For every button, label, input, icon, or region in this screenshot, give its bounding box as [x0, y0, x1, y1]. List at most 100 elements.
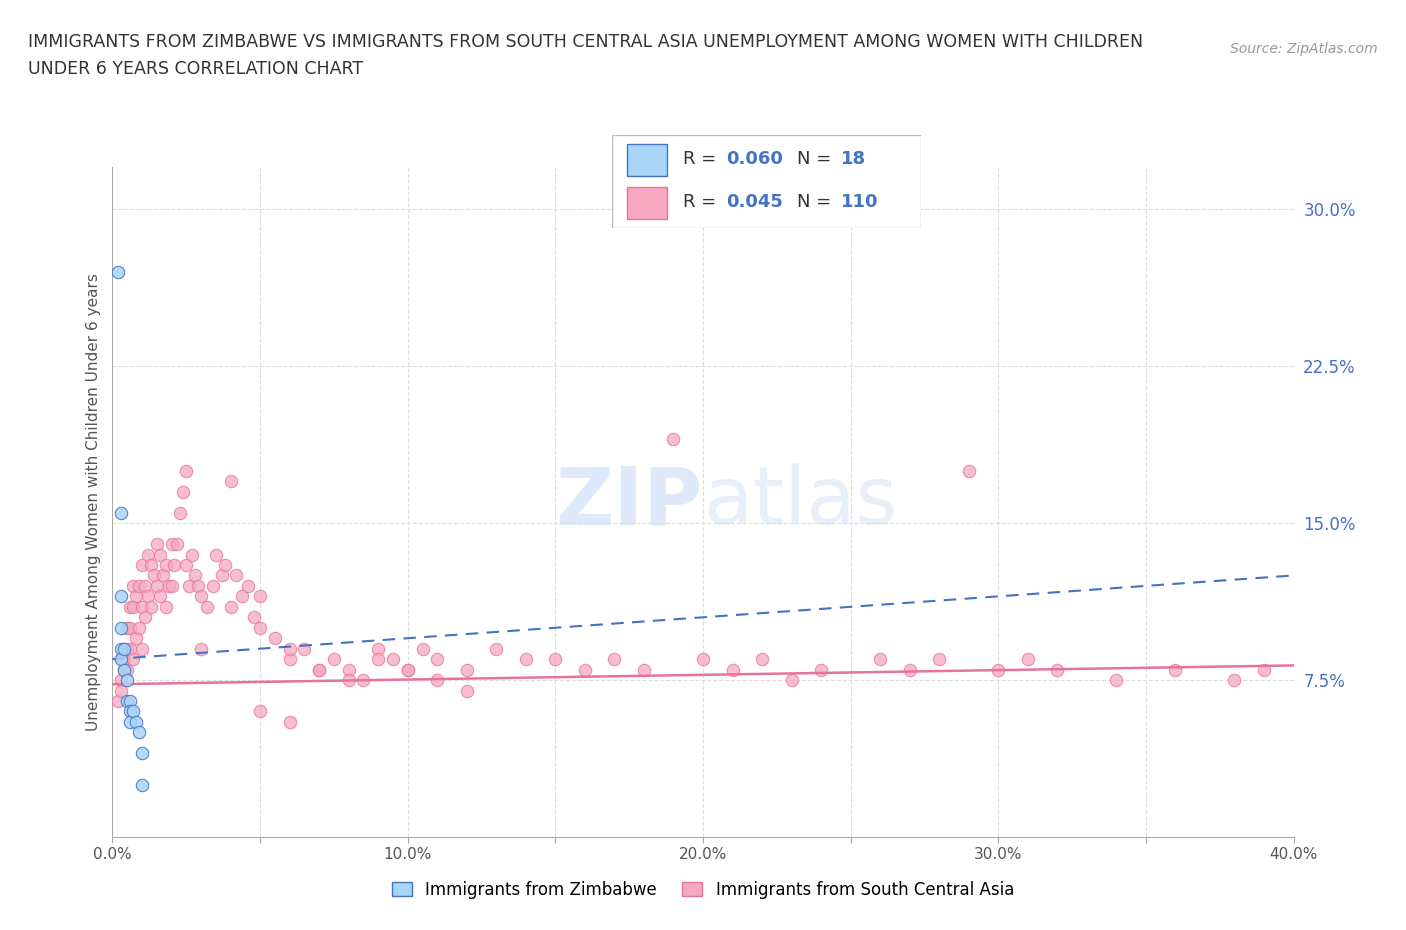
Point: [243, 610, 266, 625]
Point: [134, 610, 156, 625]
Point: [308, 662, 330, 677]
Point: [166, 537, 188, 551]
Point: [396, 662, 419, 677]
Point: [122, 600, 145, 615]
Point: [112, 662, 135, 677]
Point: [485, 642, 508, 657]
Point: [117, 672, 138, 687]
Point: [692, 652, 714, 667]
Point: [396, 662, 419, 677]
Point: [160, 578, 183, 593]
Point: [278, 652, 301, 667]
Point: [160, 537, 183, 551]
Point: [107, 694, 129, 709]
Point: [139, 558, 162, 573]
FancyBboxPatch shape: [612, 135, 921, 228]
Text: 0.060: 0.060: [725, 151, 783, 168]
Point: [120, 600, 142, 615]
Point: [120, 694, 142, 709]
Point: [426, 652, 449, 667]
Point: [308, 662, 330, 677]
Point: [219, 600, 242, 615]
Point: [1105, 672, 1128, 687]
Point: [411, 642, 433, 657]
Point: [125, 714, 148, 729]
Point: [169, 505, 191, 520]
Point: [110, 620, 132, 635]
Point: [249, 620, 271, 635]
Point: [110, 683, 132, 698]
Point: [544, 652, 567, 667]
Text: R =: R =: [683, 193, 721, 211]
Point: [987, 662, 1010, 677]
Point: [110, 642, 132, 657]
Point: [1017, 652, 1039, 667]
Point: [337, 672, 360, 687]
Point: [120, 714, 142, 729]
Point: [190, 642, 212, 657]
Point: [1253, 662, 1275, 677]
Point: [195, 600, 218, 615]
Point: [278, 714, 301, 729]
Point: [122, 578, 145, 593]
Point: [662, 432, 685, 447]
Text: R =: R =: [683, 151, 721, 168]
Point: [112, 642, 135, 657]
Point: [128, 725, 150, 740]
Point: [155, 558, 177, 573]
Point: [249, 589, 271, 604]
Point: [131, 642, 153, 657]
Point: [131, 558, 153, 573]
Point: [574, 662, 596, 677]
Point: [117, 620, 138, 635]
Text: N =: N =: [797, 151, 837, 168]
Point: [163, 558, 186, 573]
Point: [155, 600, 177, 615]
Point: [219, 474, 242, 489]
Point: [898, 662, 921, 677]
Point: [117, 642, 138, 657]
Point: [780, 672, 803, 687]
Text: UNDER 6 YEARS CORRELATION CHART: UNDER 6 YEARS CORRELATION CHART: [28, 60, 363, 78]
Point: [1164, 662, 1187, 677]
Point: [110, 652, 132, 667]
Point: [721, 662, 744, 677]
Point: [603, 652, 626, 667]
Point: [292, 642, 315, 657]
Point: [128, 620, 150, 635]
Text: atlas: atlas: [703, 463, 897, 541]
Point: [201, 578, 224, 593]
Point: [869, 652, 891, 667]
Point: [352, 672, 374, 687]
Point: [810, 662, 832, 677]
Point: [957, 463, 980, 478]
Point: [928, 652, 950, 667]
Point: [110, 672, 132, 687]
Point: [152, 568, 174, 583]
Point: [131, 746, 153, 761]
Point: [184, 568, 207, 583]
Text: 110: 110: [841, 193, 877, 211]
Text: IMMIGRANTS FROM ZIMBABWE VS IMMIGRANTS FROM SOUTH CENTRAL ASIA UNEMPLOYMENT AMON: IMMIGRANTS FROM ZIMBABWE VS IMMIGRANTS F…: [28, 33, 1143, 50]
Point: [456, 683, 478, 698]
Point: [125, 631, 148, 645]
Point: [136, 589, 159, 604]
Point: [231, 589, 253, 604]
Point: [142, 568, 165, 583]
Point: [139, 600, 162, 615]
Point: [120, 642, 142, 657]
Point: [128, 578, 150, 593]
Point: [205, 547, 228, 562]
Point: [125, 589, 148, 604]
Point: [426, 672, 449, 687]
Point: [120, 704, 142, 719]
Text: ZIP: ZIP: [555, 463, 703, 541]
Point: [367, 652, 389, 667]
Point: [323, 652, 346, 667]
Point: [278, 642, 301, 657]
Bar: [627, 144, 668, 176]
Point: [117, 694, 138, 709]
Point: [149, 589, 172, 604]
Point: [122, 652, 145, 667]
Point: [146, 578, 169, 593]
